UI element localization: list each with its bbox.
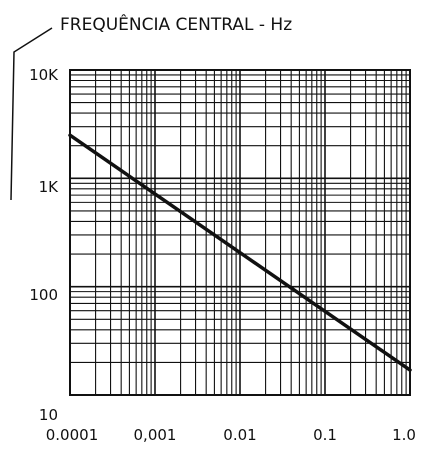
y-tick-label-10: 10 xyxy=(39,406,58,424)
y-tick-label-10k: 10K xyxy=(29,66,59,84)
plot-frame xyxy=(69,69,411,396)
y-tick-label-100: 100 xyxy=(29,286,58,304)
y-axis-title: FREQUÊNCIA CENTRAL - Hz xyxy=(60,13,292,35)
ylabel-bracket xyxy=(10,27,53,201)
x-tick-label-0.0001: 0.0001 xyxy=(46,426,99,444)
x-tick-label-0.001: 0,001 xyxy=(134,426,177,444)
x-tick-label-0.01: 0.01 xyxy=(223,426,256,444)
y-tick-label-1k: 1K xyxy=(39,178,60,196)
series-layer xyxy=(68,133,412,372)
grid xyxy=(69,70,410,396)
x-tick-label-0.1: 0.1 xyxy=(313,426,337,444)
x-tick-label-1.0: 1.0 xyxy=(392,426,416,444)
series-line-0 xyxy=(68,133,412,372)
